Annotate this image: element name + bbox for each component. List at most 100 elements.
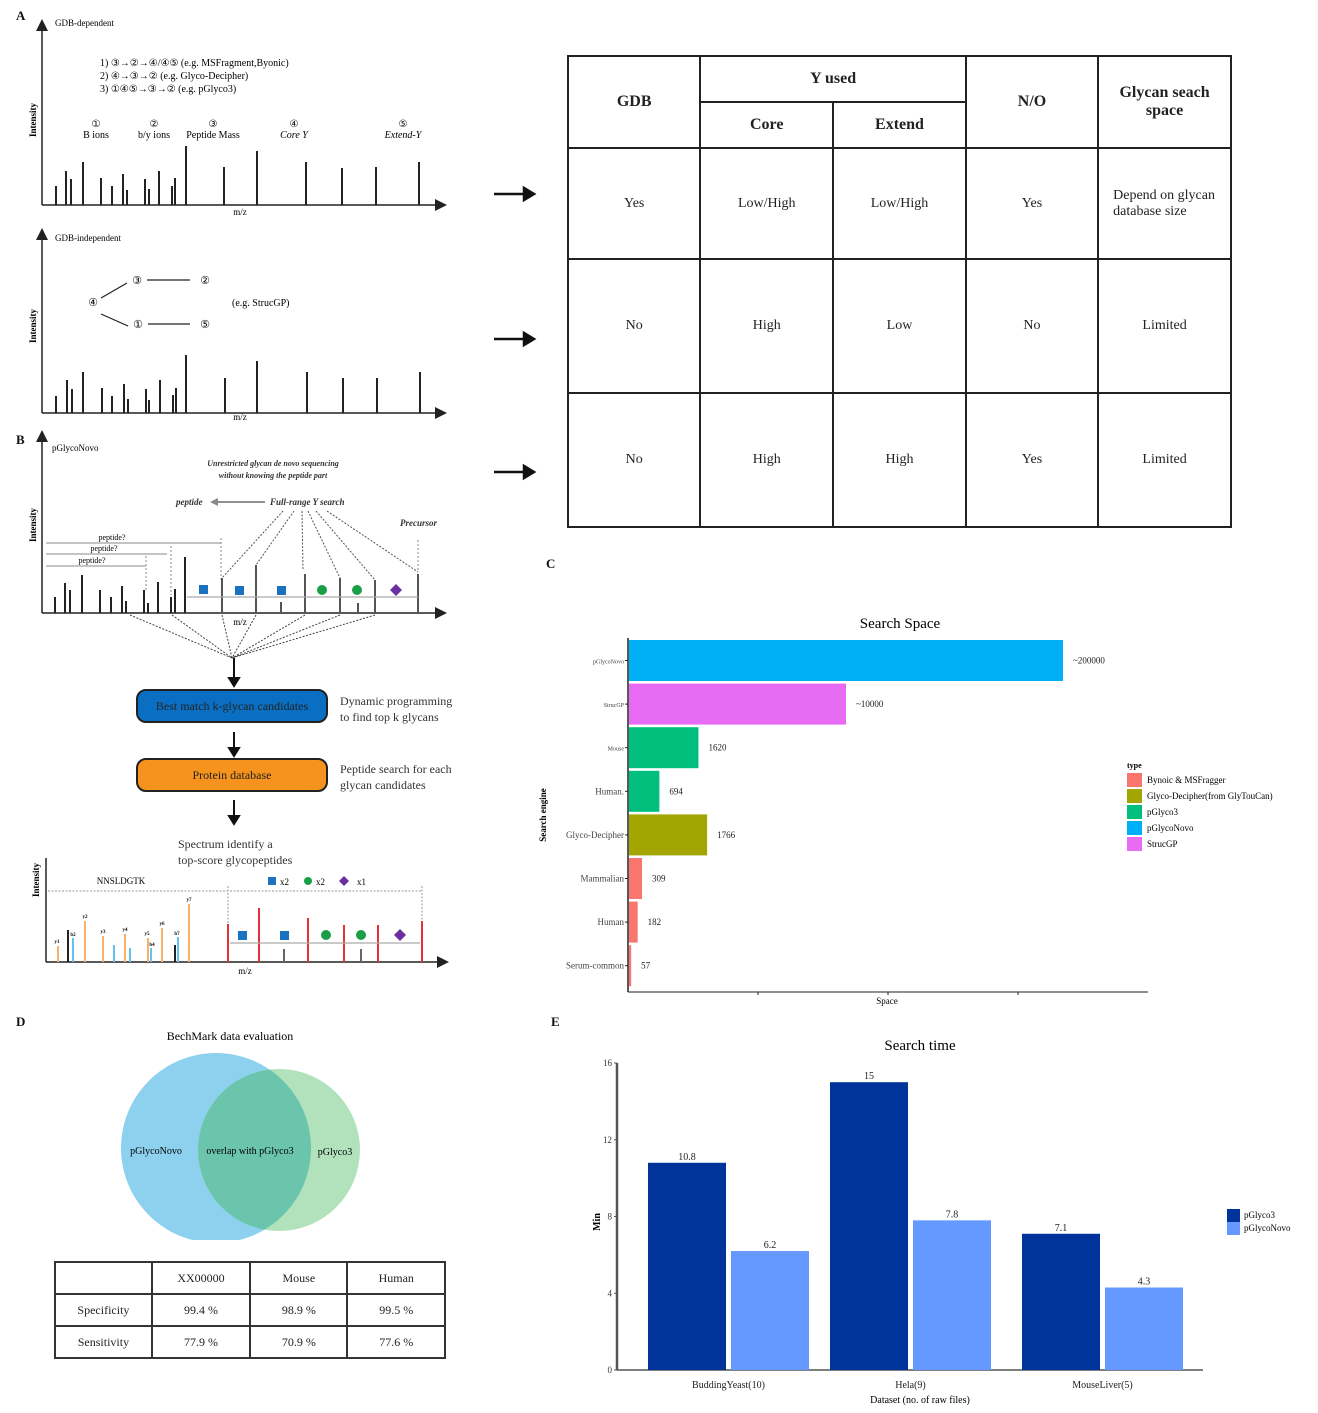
note-line: Spectrum identify a [178,837,273,851]
square-glycan-icon [277,586,286,595]
cell: 98.9 % [249,1293,349,1327]
note-line: top-score glycopeptides [178,853,293,867]
ion-label-4: Core Y [280,130,309,141]
panel-label-b: B [16,432,25,447]
bar-mouse [629,727,699,769]
converge-lines [129,614,376,659]
comparison-table: GDB Y used N/O Glycan seach space Core E… [566,55,1232,528]
value-label: 7.8 [946,1209,959,1220]
value-label: 6.2 [764,1240,777,1251]
value-label: 7.1 [1055,1223,1068,1234]
bar-pglyco3 [1022,1233,1100,1370]
circle-glycan-icon [304,877,312,885]
header-y-used: Y used [699,55,967,103]
ion-label: y1 [55,940,61,945]
ion-label: y7 [187,898,193,903]
x-axis-label: Dataset (no. of raw files) [870,1395,970,1406]
y-tick-label: 0 [608,1365,613,1375]
search-time-chart: Search time Min Dataset (no. of raw file… [592,1038,1291,1406]
circle-glycan-icon [352,585,362,595]
category-label: Hela(9) [895,1380,926,1391]
ion-num-2: ② [150,119,159,130]
order-3: 3) ①④⑤→③→② (e.g. pGlyco3) [100,84,236,95]
legend-label: pGlycoNovo [1147,823,1194,833]
value-label: 309 [652,874,666,884]
venn-left-label: pGlycoNovo [130,1146,182,1157]
peptide-sequence: NNSLDGTK [97,876,146,886]
bottom-spectrum-peaks [55,355,421,413]
note-line: to find top k glycans [340,710,439,724]
y-axis-label: Intensity [28,309,38,344]
chart-title: Search Space [860,616,941,632]
cell-space: Limited [1097,392,1232,528]
flow-note-1: Dynamic programming to find top k glycan… [340,693,452,725]
table-row: Yes Low/High Low/High Yes Depend on glyc… [566,147,1232,260]
y-axis-label: Intensity [28,103,38,138]
value-label: 694 [669,786,683,796]
down-arrow-icon [227,747,241,758]
cell-extend: High [832,392,967,528]
cell: 70.9 % [249,1325,349,1359]
circle-count: x2 [316,877,325,887]
ion-num-3: ③ [209,119,218,130]
header-cell [54,1261,153,1295]
y-axis-label: Min [592,1213,603,1231]
legend-label: pGlycoNovo [1244,1223,1291,1233]
legend-swatch [1127,837,1142,851]
category-label: Mammalian [581,874,625,884]
legend-label: Bynoic & MSFragger [1147,775,1226,785]
cell-core: Low/High [699,147,835,260]
table-row: Sensitivity 77.9 % 70.9 % 77.6 % [54,1325,446,1359]
category-label: MouseLiver(5) [1072,1380,1133,1391]
top-spectrum-peaks [55,146,420,205]
cell-no: Yes [964,392,1100,528]
result-note: Spectrum identify a top-score glycopepti… [178,836,292,868]
table-row: Specificity 99.4 % 98.9 % 99.5 % [54,1293,446,1327]
x-axis-label: m/z [233,412,247,422]
row-label: Sensitivity [54,1325,153,1359]
ion-label: b7 [174,932,180,937]
diamond-glycan-icon [390,584,402,596]
note-line: Peptide search for each [340,762,452,776]
circle-glycan-icon [321,930,331,940]
venn-overlap [198,1069,311,1231]
ion-label: b2 [70,933,76,938]
ion-label: y6 [160,922,166,927]
bar-mammalian [629,858,643,899]
legend-swatch [1227,1222,1240,1235]
legend-label: pGlyco3 [1244,1210,1275,1220]
header-extend: Extend [832,101,967,149]
peptide-q-2: peptide? [90,544,118,553]
peptide-brackets [46,538,419,595]
circle-glycan-icon [356,930,366,940]
y-axis-label: Intensity [28,508,38,543]
legend-swatch [1127,789,1142,803]
ion-label-3: Peptide Mass [186,130,240,141]
ion-num-5: ⑤ [399,119,408,130]
row-label: Specificity [54,1293,153,1327]
order-2: 2) ④→③→② (e.g. Glyco-Decipher) [100,71,248,82]
circle-glycan-icon [317,585,327,595]
legend-swatch [1127,805,1142,819]
search-space-chart: Search Space Space Search engine pGlycoN… [538,616,1273,1006]
benchmark-table: XX00000 Mouse Human Specificity 99.4 % 9… [54,1261,446,1359]
ion-num-4: ④ [290,119,299,130]
result-spectrum: Intensity m/z NNSLDGTK x2 x2 x1 y1 b2 y2… [31,858,449,976]
bar-pglyconovo [913,1220,991,1370]
venn-diagram: BechMark data evaluation pGlycoNovo over… [121,1029,360,1240]
legend-title: type [1127,761,1142,770]
bar-strucgp [629,683,846,725]
value-label: 4.3 [1138,1276,1151,1287]
cell-gdb: No [566,258,702,394]
legend-swatch [1227,1209,1240,1222]
legend-label: StrucGP [1147,839,1178,849]
panel-b-spectrum: pGlycoNovo Intensity m/z Unrestricted gl… [28,430,447,659]
y-axis-label: Search engine [538,788,548,842]
table-row: No High Low No Limited [566,258,1232,394]
ion-label-5: Extend-Y [384,130,423,141]
legend-swatch [1127,773,1142,787]
diamond-count: x1 [357,877,366,887]
y-tick-label: 8 [608,1212,613,1222]
down-arrow-icon [227,815,241,826]
panel-label-d: D [16,1014,26,1029]
